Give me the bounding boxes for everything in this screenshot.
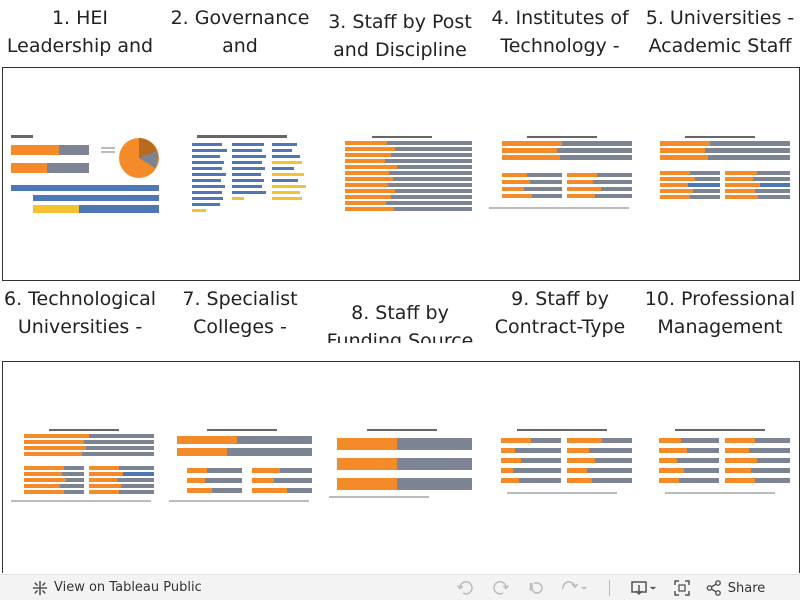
tab-row-2: 6. Technological Universities - Academic… bbox=[0, 285, 800, 343]
tab-row-1: 1. HEI Leadership and 2. Governance and … bbox=[0, 4, 800, 62]
thumbnail-panel-1 bbox=[2, 67, 800, 281]
fullscreen-button[interactable] bbox=[664, 575, 700, 600]
tab-specialist-colleges[interactable]: 7. Specialist Colleges - Academic Staff bbox=[182, 288, 298, 338]
share-button[interactable]: Share bbox=[700, 575, 770, 600]
tab-governance[interactable]: 2. Governance and bbox=[170, 7, 310, 57]
thumbnail-hei-leadership[interactable] bbox=[9, 133, 159, 223]
fullscreen-icon bbox=[674, 580, 690, 596]
thumbnail-institutes-of-technology[interactable] bbox=[487, 133, 637, 223]
tab-staff-by-post[interactable]: 3. Staff by Post and Discipline bbox=[328, 11, 472, 61]
undo-button[interactable] bbox=[447, 575, 483, 600]
chevron-down-icon bbox=[649, 586, 657, 590]
thumbnail-professional-management[interactable] bbox=[645, 426, 795, 516]
toolbar-actions: Share bbox=[447, 575, 770, 600]
tab-professional-management[interactable]: 10. Professional Management bbox=[644, 288, 796, 338]
undo-icon bbox=[456, 581, 473, 595]
tab-staff-by-contract-type[interactable]: 9. Staff by Contract-Type and Funding bbox=[494, 288, 626, 338]
download-button[interactable] bbox=[624, 575, 664, 600]
thumbnail-specialist-colleges[interactable] bbox=[167, 426, 317, 516]
tab-staff-by-funding-source[interactable]: 8. Staff by Funding Source bbox=[326, 302, 474, 343]
thumbnail-governance[interactable] bbox=[167, 133, 317, 223]
redo-icon bbox=[493, 581, 510, 595]
tab-hei-leadership[interactable]: 1. HEI Leadership and bbox=[6, 7, 154, 57]
share-icon bbox=[706, 580, 721, 596]
tab-universities-academic-staff[interactable]: 5. Universities - Academic Staff bbox=[645, 7, 795, 57]
view-on-tableau-public-label: View on Tableau Public bbox=[54, 580, 202, 595]
download-icon bbox=[631, 581, 647, 596]
refresh-button[interactable] bbox=[555, 575, 595, 600]
chevron-down-icon bbox=[580, 586, 588, 590]
thumbnail-panel-2 bbox=[2, 361, 800, 573]
revert-button[interactable] bbox=[519, 575, 555, 600]
revert-icon bbox=[529, 582, 543, 594]
tableau-toolbar: View on Tableau Public Share bbox=[0, 574, 800, 600]
toolbar-separator bbox=[609, 580, 610, 596]
thumbnail-staff-by-funding-source[interactable] bbox=[327, 426, 477, 516]
refresh-icon bbox=[562, 581, 579, 590]
view-on-tableau-public-link[interactable]: View on Tableau Public bbox=[32, 580, 202, 596]
tab-technological-universities[interactable]: 6. Technological Universities - Academic… bbox=[4, 288, 156, 338]
thumbnail-staff-by-contract-type[interactable] bbox=[487, 426, 637, 516]
thumbnail-technological-universities[interactable] bbox=[9, 426, 159, 516]
thumbnail-staff-by-post[interactable] bbox=[327, 133, 477, 223]
thumbnail-universities-academic-staff[interactable] bbox=[645, 133, 795, 223]
share-label: Share bbox=[727, 580, 766, 596]
redo-button[interactable] bbox=[483, 575, 519, 600]
tab-institutes-of-technology[interactable]: 4. Institutes of Technology - bbox=[491, 7, 629, 57]
tableau-logo-icon bbox=[32, 580, 48, 595]
